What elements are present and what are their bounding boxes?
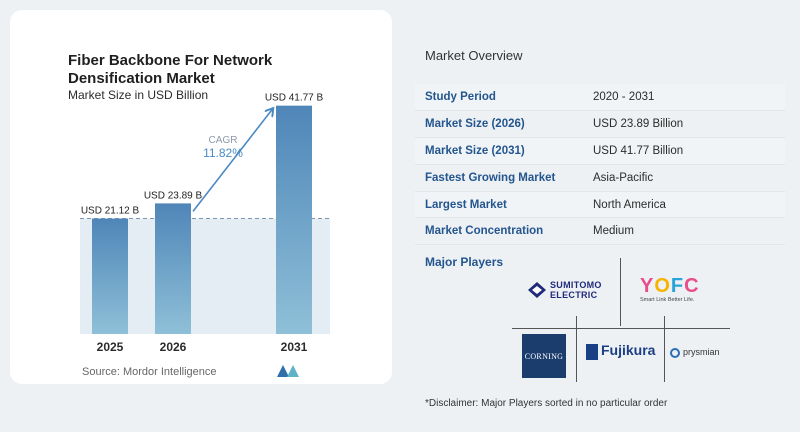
row-label: Study Period <box>415 84 587 112</box>
bar <box>92 218 128 334</box>
fujikura-logo: Fujikura <box>586 342 656 364</box>
row-value: North America <box>587 191 785 219</box>
row-value: Asia-Pacific <box>587 164 785 192</box>
table-row: Study Period 2020 - 2031 <box>415 84 785 112</box>
source-text: Source: Mordor Intelligence <box>82 366 217 378</box>
row-value: USD 41.77 Billion <box>587 137 785 165</box>
table-row: Largest Market North America <box>415 191 785 219</box>
bar-chart: USD 21.12 B 2025 USD 23.89 B 2026 USD 41.77 … <box>80 93 330 354</box>
grid-divider <box>576 316 577 382</box>
table-row: Market Size (2031) USD 41.77 Billion <box>415 137 785 165</box>
row-label: Market Size (2031) <box>415 137 587 165</box>
yofc-logo: YOFC Smart Link Better Life. <box>640 276 720 304</box>
cagr-label: CAGR <box>209 135 238 146</box>
bar-value-label: USD 23.89 B <box>144 190 203 201</box>
grid-divider <box>664 316 665 382</box>
grid-divider <box>512 328 730 329</box>
mordor-logo-icon <box>277 365 299 377</box>
market-overview-table: Study Period 2020 - 2031 Market Size (20… <box>415 84 785 246</box>
fujikura-logo-text: Fujikura <box>601 342 656 358</box>
x-tick-label: 2031 <box>281 340 308 354</box>
yofc-tagline: Smart Link Better Life. <box>640 297 695 303</box>
chart-subtitle: Market Size in USD Billion <box>68 88 209 102</box>
major-players-title: Major Players <box>425 255 504 269</box>
table-row: Market Size (2026) USD 23.89 Billion <box>415 110 785 139</box>
corning-logo: CORNING <box>522 334 566 378</box>
grid-divider <box>620 258 621 326</box>
bar-value-label: USD 41.77 B <box>265 93 324 104</box>
bar <box>155 203 191 334</box>
bar <box>276 105 312 334</box>
table-row: Fastest Growing Market Asia-Pacific <box>415 164 785 192</box>
sumitomo-diamond-icon <box>528 282 546 298</box>
x-tick-label: 2026 <box>160 340 187 354</box>
sumitomo-logo-text: SUMITOMO ELECTRIC <box>550 280 602 300</box>
growth-arrow <box>192 110 272 212</box>
disclaimer-text: *Disclaimer: Major Players sorted in no … <box>425 398 668 409</box>
row-label: Largest Market <box>415 191 587 219</box>
row-value: USD 23.89 Billion <box>587 110 785 139</box>
cagr-value: 11.82% <box>203 146 243 160</box>
x-tick-label: 2025 <box>97 340 124 354</box>
prysmian-ring-icon <box>670 348 680 358</box>
row-label: Market Size (2026) <box>415 110 587 139</box>
row-label: Fastest Growing Market <box>415 164 587 192</box>
prysmian-logo: prysmian <box>670 346 730 362</box>
yofc-logo-text: YOFC <box>640 275 700 297</box>
market-overview-title: Market Overview <box>425 48 523 63</box>
row-label: Market Concentration <box>415 217 587 246</box>
row-value: Medium <box>587 217 785 246</box>
row-value: 2020 - 2031 <box>587 84 785 112</box>
fujikura-mark-icon <box>586 344 598 360</box>
prysmian-logo-text: prysmian <box>683 347 720 357</box>
sumitomo-electric-logo: SUMITOMO ELECTRIC <box>528 280 618 300</box>
bar-value-label: USD 21.12 B <box>81 206 140 217</box>
table-row: Market Concentration Medium <box>415 217 785 246</box>
chart-title: Fiber Backbone For Network Densification… <box>68 52 273 87</box>
